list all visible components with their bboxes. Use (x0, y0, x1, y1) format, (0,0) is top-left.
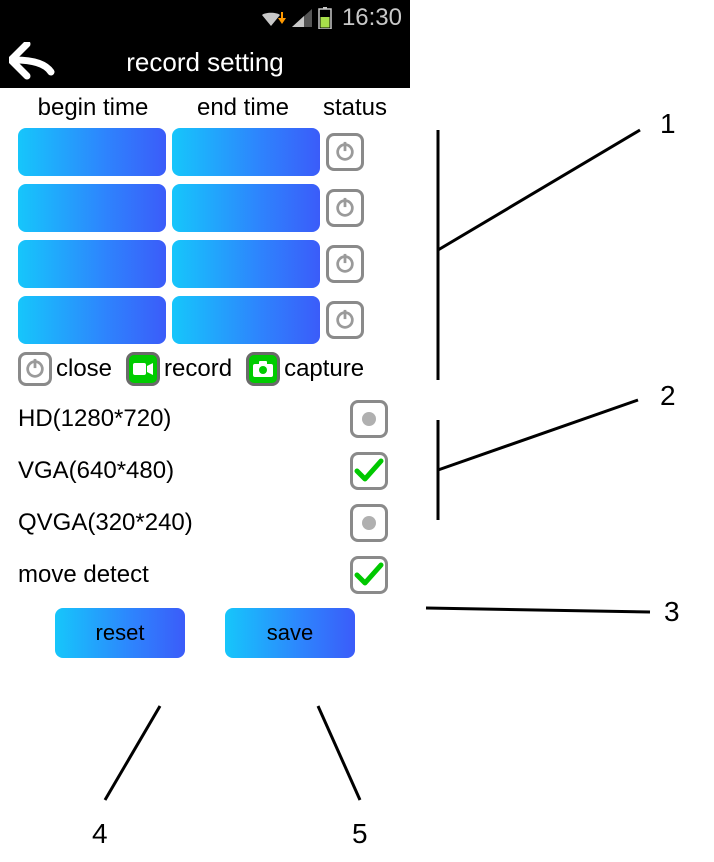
android-status-bar: 16:30 (0, 0, 410, 36)
page-title: record setting (126, 47, 284, 78)
table-headers: begin time end time status (18, 94, 392, 122)
header-status: status (318, 94, 392, 122)
legend-record-label: record (164, 355, 232, 383)
status-toggle[interactable] (326, 245, 364, 283)
resolution-row: HD(1280*720) (18, 400, 392, 438)
move-detect-checkbox[interactable] (350, 556, 388, 594)
time-row (18, 184, 392, 232)
end-time-cell[interactable] (172, 296, 320, 344)
resolution-checkbox[interactable] (350, 504, 388, 542)
battery-icon (318, 7, 332, 29)
time-table (18, 128, 392, 344)
resolution-label: HD(1280*720) (18, 405, 350, 433)
legend-capture-icon (246, 352, 280, 386)
begin-time-cell[interactable] (18, 240, 166, 288)
status-toggle[interactable] (326, 301, 364, 339)
legend-capture-label: capture (284, 355, 364, 383)
move-detect-label: move detect (18, 561, 350, 589)
annotation-1: 1 (660, 108, 676, 140)
resolution-label: QVGA(320*240) (18, 509, 350, 537)
reset-button[interactable]: reset (55, 608, 185, 658)
end-time-cell[interactable] (172, 128, 320, 176)
legend-record-icon (126, 352, 160, 386)
annotation-3: 3 (664, 596, 680, 628)
resolution-row: VGA(640*480) (18, 452, 392, 490)
end-time-cell[interactable] (172, 184, 320, 232)
wifi-icon (260, 9, 286, 27)
title-bar: record setting (0, 36, 410, 88)
button-row: reset save (18, 608, 392, 658)
move-detect-row: move detect (18, 556, 392, 594)
status-toggle[interactable] (326, 133, 364, 171)
resolution-row: QVGA(320*240) (18, 504, 392, 542)
begin-time-cell[interactable] (18, 296, 166, 344)
annotation-5: 5 (352, 818, 368, 850)
phone-frame: 16:30 record setting begin time end time… (0, 0, 410, 658)
time-row (18, 128, 392, 176)
header-end: end time (168, 94, 318, 122)
resolution-checkbox[interactable] (350, 452, 388, 490)
begin-time-cell[interactable] (18, 128, 166, 176)
legend-close-icon (18, 352, 52, 386)
time-row (18, 296, 392, 344)
begin-time-cell[interactable] (18, 184, 166, 232)
time-row (18, 240, 392, 288)
resolution-checkbox[interactable] (350, 400, 388, 438)
annotation-2: 2 (660, 380, 676, 412)
content-area: begin time end time status close (0, 88, 410, 658)
legend-close-label: close (56, 355, 112, 383)
header-begin: begin time (18, 94, 168, 122)
resolution-list: HD(1280*720) VGA(640*480) QVGA(320*240) (18, 400, 392, 542)
status-time: 16:30 (342, 4, 402, 32)
status-toggle[interactable] (326, 189, 364, 227)
resolution-label: VGA(640*480) (18, 457, 350, 485)
save-button[interactable]: save (225, 608, 355, 658)
end-time-cell[interactable] (172, 240, 320, 288)
signal-icon (292, 9, 312, 27)
annotation-4: 4 (92, 818, 108, 850)
status-legend: close record capture (18, 352, 392, 386)
back-button[interactable] (4, 38, 64, 86)
